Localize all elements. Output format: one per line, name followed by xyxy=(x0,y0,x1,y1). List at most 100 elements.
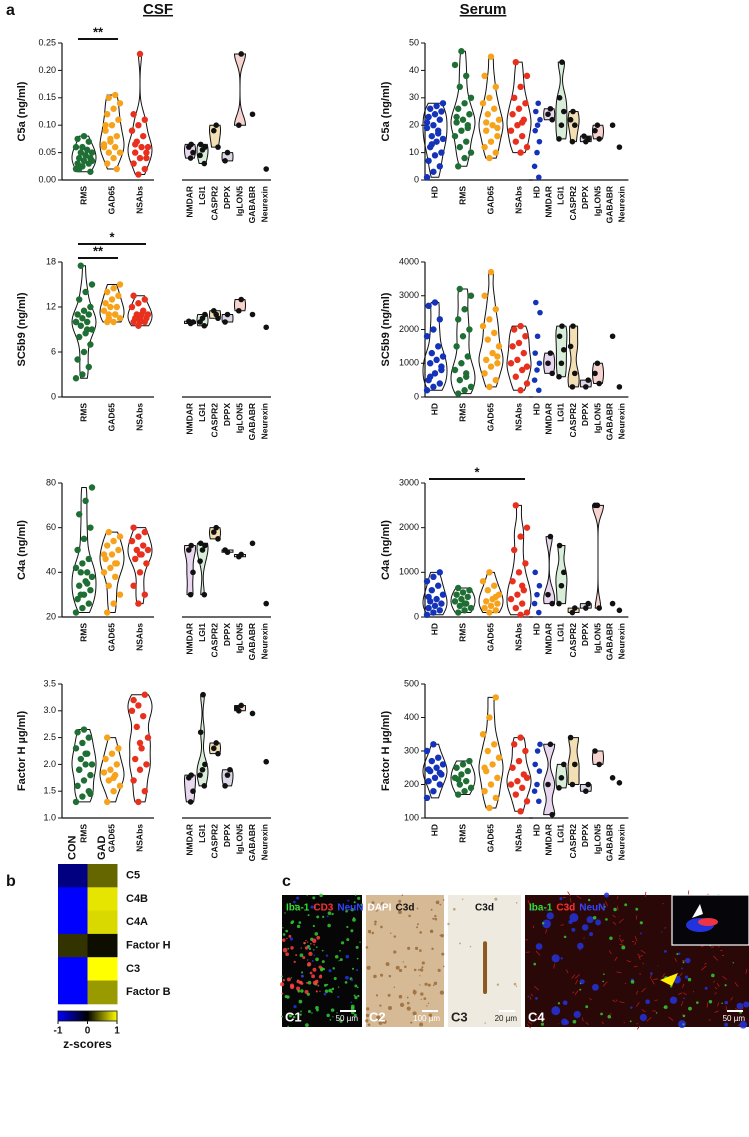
data-point xyxy=(140,542,147,549)
micrograph-speck xyxy=(282,938,286,942)
data-point xyxy=(88,573,96,580)
data-point xyxy=(427,373,434,380)
data-point xyxy=(197,558,203,564)
micrograph-speck xyxy=(630,980,635,984)
data-point xyxy=(531,163,538,170)
micrograph-speck xyxy=(721,1002,723,1005)
micrograph-speck xyxy=(496,983,500,986)
micrograph-speck xyxy=(374,923,377,926)
x-tick-label: IgLON5 xyxy=(234,403,244,433)
data-point xyxy=(537,309,543,316)
colorbar-segment xyxy=(59,1011,62,1021)
data-point xyxy=(439,591,447,598)
data-point xyxy=(436,316,443,323)
data-point xyxy=(190,788,196,794)
data-point xyxy=(104,288,111,296)
micrograph-fiber xyxy=(574,974,580,979)
y-tick-label: 80 xyxy=(46,477,56,487)
data-point xyxy=(200,691,206,698)
data-point xyxy=(609,333,616,340)
x-tick-label: NMDAR xyxy=(543,623,553,655)
data-point xyxy=(128,537,136,545)
micrograph-speck xyxy=(441,952,445,956)
data-point xyxy=(453,591,460,598)
data-point xyxy=(197,152,203,159)
colorbar-segment xyxy=(77,1011,80,1021)
data-point xyxy=(453,119,460,126)
data-point xyxy=(144,546,152,554)
data-point xyxy=(110,318,117,326)
data-point xyxy=(456,781,463,788)
x-tick-label: CASPR2 xyxy=(209,403,219,438)
data-point xyxy=(509,111,516,118)
data-point xyxy=(74,160,81,167)
data-point xyxy=(425,604,432,612)
micrograph-speck xyxy=(563,935,567,939)
panel-letter: a xyxy=(6,2,15,19)
data-point xyxy=(108,296,116,303)
data-point xyxy=(512,138,519,145)
data-point xyxy=(72,745,80,752)
data-point xyxy=(536,174,542,181)
micrograph-speck xyxy=(432,984,435,987)
y-axis-label: SC5b9 (ng/ml) xyxy=(16,292,28,366)
data-point xyxy=(464,593,471,601)
data-point xyxy=(135,702,142,709)
micrograph-speck xyxy=(312,924,315,928)
micrograph-fiber xyxy=(583,937,585,939)
data-point xyxy=(523,774,531,781)
data-point xyxy=(88,281,96,288)
x-tick-label: CASPR2 xyxy=(209,186,219,221)
colorbar-segment xyxy=(114,1011,117,1021)
x-tick-label: GABABR xyxy=(604,403,614,440)
data-point xyxy=(115,546,122,554)
x-tick-label: RMS xyxy=(78,623,88,642)
data-point xyxy=(517,387,524,394)
column-label: GAD xyxy=(96,836,108,861)
data-point xyxy=(483,119,490,126)
micrograph-fiber xyxy=(678,972,683,977)
data-point xyxy=(533,108,539,115)
column-title: Serum xyxy=(460,1,507,18)
micrograph-speck xyxy=(373,974,377,979)
x-tick-label: NSAbs xyxy=(134,623,144,651)
data-point xyxy=(431,152,439,159)
data-point xyxy=(514,777,521,785)
violin xyxy=(543,743,556,816)
x-tick-label: LGI1 xyxy=(556,824,566,843)
data-point xyxy=(491,329,498,337)
colorbar-segment xyxy=(87,1011,90,1021)
micrograph-speck xyxy=(375,994,379,997)
micrograph-fiber xyxy=(575,979,578,985)
micrograph-speck xyxy=(319,893,323,898)
data-point xyxy=(455,584,462,592)
micrograph-speck xyxy=(299,1013,302,1016)
data-point xyxy=(128,127,136,134)
data-point xyxy=(467,94,475,102)
heatmap-cell xyxy=(58,980,88,1005)
micrograph-speck xyxy=(635,907,639,911)
data-point xyxy=(536,768,543,774)
data-point xyxy=(431,299,439,306)
data-point xyxy=(141,116,148,123)
data-point xyxy=(458,595,465,603)
micrograph-fiber xyxy=(635,990,639,995)
x-tick-label: IgLON5 xyxy=(234,824,244,854)
data-point xyxy=(556,600,562,607)
y-tick-label: 3.5 xyxy=(43,678,56,688)
data-point xyxy=(132,149,139,156)
micrograph-speck xyxy=(306,894,308,897)
data-point xyxy=(458,48,465,55)
data-point xyxy=(140,307,147,314)
violin xyxy=(450,288,476,395)
data-point xyxy=(84,569,91,576)
data-point xyxy=(451,366,459,374)
data-point xyxy=(202,311,208,318)
data-point xyxy=(479,731,487,738)
data-point xyxy=(534,333,541,340)
micrograph-speck xyxy=(535,997,538,1000)
data-point xyxy=(76,511,83,518)
stain-label: C3d xyxy=(556,903,575,914)
data-point xyxy=(467,292,475,299)
data-point xyxy=(451,598,459,605)
